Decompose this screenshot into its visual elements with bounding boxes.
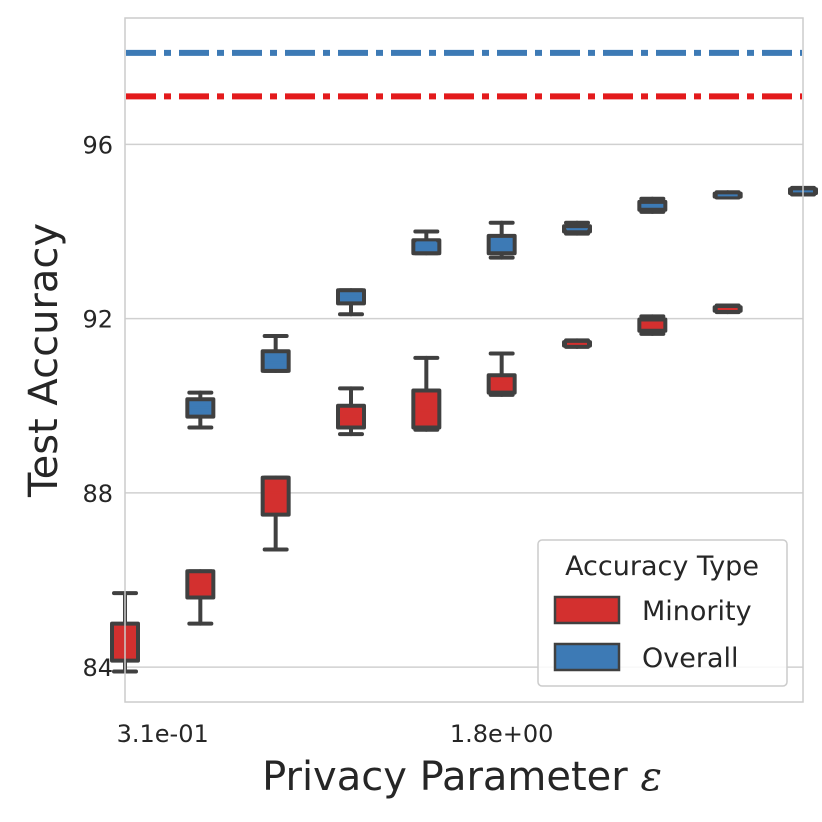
- box-minority-4: [411, 355, 442, 432]
- box-minority-6: [562, 338, 592, 349]
- y-axis-title: Test Accuracy: [21, 223, 67, 498]
- y-tick-label-88: 88: [82, 480, 113, 508]
- box-overall-1-iqr: [260, 349, 291, 373]
- legend-title: Accuracy Type: [565, 551, 759, 582]
- box-minority-7: [637, 314, 668, 336]
- reference-lines: [126, 49, 802, 100]
- box-overall-2: [336, 288, 366, 317]
- box-minority-7-iqr: [637, 317, 668, 333]
- box-minority-8: [712, 303, 743, 315]
- x-axis-title-symbol: ε: [640, 754, 661, 800]
- box-minority-5-iqr: [486, 373, 517, 395]
- box-minority-1: [185, 569, 216, 626]
- box-minority-4-iqr: [411, 388, 442, 430]
- box-overall-6: [637, 196, 668, 214]
- box-overall-4: [486, 220, 517, 260]
- x-axis-title: Privacy Parameter ε: [262, 754, 662, 800]
- legend: Accuracy Type Minority Overall: [537, 539, 788, 687]
- box-minority-5: [486, 351, 517, 397]
- y-tick-label-84: 84: [82, 654, 113, 682]
- x-tick-label-1: 1.8e+00: [450, 720, 554, 748]
- box-overall-5: [562, 220, 592, 236]
- box-minority-3: [336, 386, 366, 437]
- box-minority-1-iqr: [185, 569, 216, 600]
- box-overall-3-iqr: [411, 238, 442, 256]
- x-tick-labels: 3.1e-01 1.8e+00: [117, 720, 554, 748]
- box-overall-0: [185, 390, 216, 430]
- legend-label-overall: Overall: [642, 643, 739, 674]
- box-overall-1: [260, 334, 291, 373]
- y-tick-label-96: 96: [82, 131, 113, 159]
- y-tick-labels: 84 88 92 96: [82, 131, 113, 682]
- plot-area-frame: [124, 17, 804, 703]
- box-minority-2: [260, 475, 291, 552]
- box-overall-3: [411, 229, 442, 256]
- y-tick-label-92: 92: [82, 306, 113, 334]
- x-tick-label-0: 3.1e-01: [117, 720, 209, 748]
- legend-swatch-minority: [553, 595, 621, 625]
- legend-swatch-overall: [553, 642, 621, 672]
- legend-label-minority: Minority: [642, 596, 752, 627]
- box-minority-2-iqr: [260, 475, 291, 517]
- x-axis-title-text: Privacy Parameter: [262, 754, 628, 800]
- box-overall-7: [712, 190, 743, 200]
